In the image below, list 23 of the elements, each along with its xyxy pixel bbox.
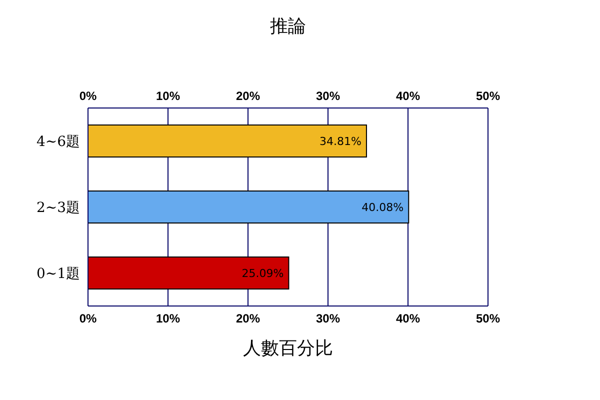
data-label: 40.08% (362, 200, 404, 214)
bar (88, 256, 290, 290)
x-tick-label: 0% (79, 312, 97, 326)
x-tick-label: 40% (396, 312, 420, 326)
data-label: 34.81% (320, 134, 362, 148)
x2-tick-label: 0% (79, 89, 97, 103)
x2-tick-label: 10% (156, 89, 180, 103)
x-tick-label: 20% (236, 312, 260, 326)
x-tick-label: 30% (316, 312, 340, 326)
y-tick-label: 2~3題 (36, 200, 80, 216)
x-tick-label: 10% (156, 312, 180, 326)
x2-tick-label: 20% (236, 89, 260, 103)
x2-tick-label: 30% (316, 89, 340, 103)
bar (88, 124, 367, 158)
data-label: 25.09% (242, 266, 284, 280)
x-tick-label: 50% (476, 312, 500, 326)
x2-tick-label: 40% (396, 89, 420, 103)
x-axis-title: 人數百分比 (243, 338, 333, 359)
y-tick-label: 4~6題 (36, 134, 80, 150)
x2-tick-label: 50% (476, 89, 500, 103)
y-tick-label: 0~1題 (36, 266, 80, 282)
bar (88, 190, 410, 224)
chart-title: 推論 (269, 15, 307, 38)
